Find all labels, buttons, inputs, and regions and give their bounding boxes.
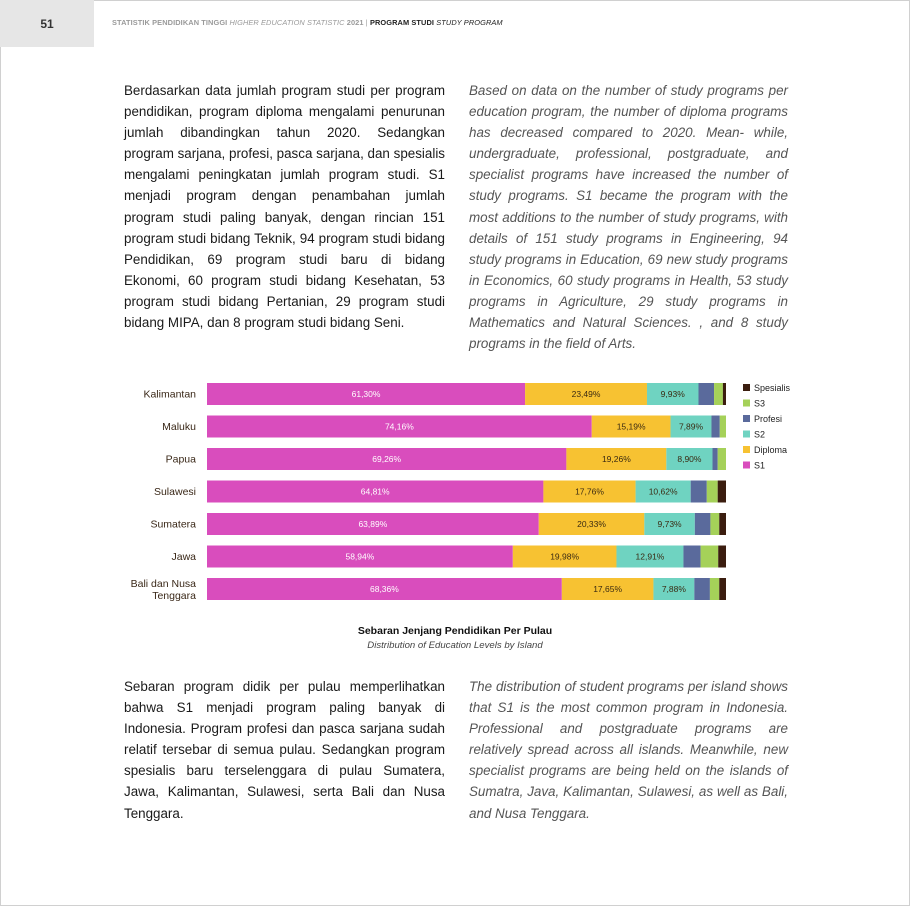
bar-diploma-maluku [591, 415, 671, 438]
bar-s1-maluku [207, 415, 592, 438]
legend-swatch-s1 [743, 461, 750, 469]
bar-s1-jawa [207, 545, 513, 568]
education-levels-chart: Kalimantan 61,30% 23,49% 9,93% Maluku 74,16% 1… [131, 383, 791, 602]
bar-s2-bali-dan-nusa-tenggara [653, 578, 695, 600]
data-label-diploma-jawa: 19,98% [550, 552, 579, 562]
data-label-s1-jawa: 58,94% [345, 552, 374, 562]
header-separator: | [365, 18, 368, 27]
legend-swatch-s2 [743, 430, 750, 438]
bar-s3-maluku [719, 415, 726, 438]
data-label-s1-maluku: 74,16% [385, 422, 414, 432]
bar-s1-papua [207, 448, 567, 470]
page-number: 51 [0, 0, 94, 47]
bar-spesialis-kalimantan [722, 383, 726, 405]
bar-s2-sulawesi [635, 480, 691, 503]
legend-label-s1: S1 [754, 461, 765, 471]
data-label-s2-jawa: 12,91% [636, 552, 665, 562]
bar-spesialis-sumatera [719, 513, 726, 535]
closing-paragraph-id: Sebaran program didik per pulau memperli… [124, 679, 445, 821]
bar-spesialis-sulawesi [717, 480, 726, 503]
chart-subtitle: Distribution of Education Levels by Isla… [367, 640, 543, 651]
bar-s1-bali-dan-nusa-tenggara [207, 578, 562, 600]
legend-swatch-s3 [743, 399, 750, 407]
legend-label-s2: S2 [754, 430, 765, 440]
data-label-s1-sumatera: 63,89% [358, 519, 387, 529]
category-label-bali-dan-nusa-tenggara: Bali dan Nusa Tenggara [131, 578, 197, 602]
data-label-s2-sumatera: 9,73% [658, 519, 683, 529]
intro-paragraph-en: Based on data on the number of study pro… [469, 83, 788, 352]
bar-profesi-sulawesi [690, 480, 707, 503]
data-label-s2-kalimantan: 9,93% [661, 389, 686, 399]
category-label-maluku: Maluku [162, 421, 196, 433]
bar-s1-kalimantan [207, 383, 526, 405]
data-label-s2-bali-dan-nusa-tenggara: 7,88% [662, 584, 687, 594]
bar-s3-jawa [700, 545, 719, 568]
category-label-jawa: Jawa [171, 551, 196, 563]
publication-title: STATISTIK PENDIDIKAN TINGGI [112, 18, 228, 27]
data-label-s1-kalimantan: 61,30% [352, 389, 381, 399]
bar-spesialis-jawa [718, 545, 726, 568]
data-label-diploma-bali-dan-nusa-tenggara: 17,65% [593, 584, 622, 594]
chart-title: Sebaran Jenjang Pendidikan Per Pulau [357, 625, 553, 637]
bar-s3-papua [717, 448, 726, 470]
legend-label-spesialis: Spesialis [754, 383, 791, 393]
bar-diploma-jawa [512, 545, 617, 568]
data-label-diploma-maluku: 15,19% [617, 422, 646, 432]
data-label-s1-sulawesi: 64,81% [361, 487, 390, 497]
bar-s2-maluku [670, 415, 712, 438]
category-label-sulawesi: Sulawesi [154, 486, 196, 498]
bar-profesi-papua [712, 448, 718, 470]
bar-s3-kalimantan [714, 383, 723, 405]
bar-diploma-sumatera [538, 513, 645, 535]
data-label-s1-bali-dan-nusa-tenggara: 68,36% [370, 584, 399, 594]
data-label-s2-maluku: 7,89% [679, 422, 704, 432]
bar-profesi-kalimantan [698, 383, 715, 405]
data-label-diploma-sumatera: 20,33% [577, 519, 606, 529]
legend-swatch-profesi [743, 415, 750, 422]
legend-swatch-diploma [743, 446, 750, 453]
bar-profesi-jawa [683, 545, 701, 568]
publication-title-en: HIGHER EDUCATION STATISTIC [229, 18, 345, 27]
category-label-papua: Papua [166, 454, 197, 466]
data-label-diploma-papua: 19,26% [602, 454, 631, 464]
bar-diploma-sulawesi [543, 480, 636, 503]
bar-diploma-kalimantan [525, 383, 647, 405]
bar-s3-sulawesi [706, 480, 718, 503]
section-title: PROGRAM STUDI [369, 18, 435, 27]
closing-paragraph-en: The distribution of student programs per… [469, 679, 788, 821]
bar-profesi-bali-dan-nusa-tenggara [694, 578, 710, 600]
legend-label-s3: S3 [754, 399, 765, 409]
data-label-s2-sulawesi: 10,62% [649, 487, 678, 497]
bar-s3-sumatera [710, 513, 720, 535]
bar-s3-bali-dan-nusa-tenggara [709, 578, 720, 600]
bar-diploma-bali-dan-nusa-tenggara [561, 578, 654, 600]
bar-s2-papua [666, 448, 713, 470]
intro-paragraph-id: Berdasarkan data jumlah program studi pe… [124, 83, 445, 331]
legend-swatch-spesialis [743, 384, 750, 391]
bar-diploma-papua [566, 448, 667, 470]
section-title-en: STUDY PROGRAM [436, 18, 503, 27]
data-label-s1-papua: 69,26% [372, 454, 401, 464]
running-header: STATISTIK PENDIDIKAN TINGGI HIGHER EDUCA… [112, 18, 503, 27]
bar-profesi-maluku [711, 415, 720, 438]
category-label-kalimantan: Kalimantan [143, 389, 196, 401]
bar-s1-sulawesi [207, 480, 544, 503]
legend-label-profesi: Profesi [754, 414, 782, 424]
data-label-s2-papua: 8,90% [677, 454, 702, 464]
data-label-diploma-kalimantan: 23,49% [572, 389, 601, 399]
bar-profesi-sumatera [694, 513, 711, 535]
bar-s2-jawa [616, 545, 684, 568]
publication-year: 2021 [346, 18, 364, 27]
bar-spesialis-bali-dan-nusa-tenggara [719, 578, 726, 600]
data-label-diploma-sulawesi: 17,76% [575, 487, 604, 497]
bar-s2-kalimantan [646, 383, 699, 405]
category-label-sumatera: Sumatera [150, 519, 196, 531]
bar-s2-sumatera [644, 513, 695, 535]
legend-label-diploma: Diploma [754, 445, 787, 455]
bar-s1-sumatera [207, 513, 539, 535]
